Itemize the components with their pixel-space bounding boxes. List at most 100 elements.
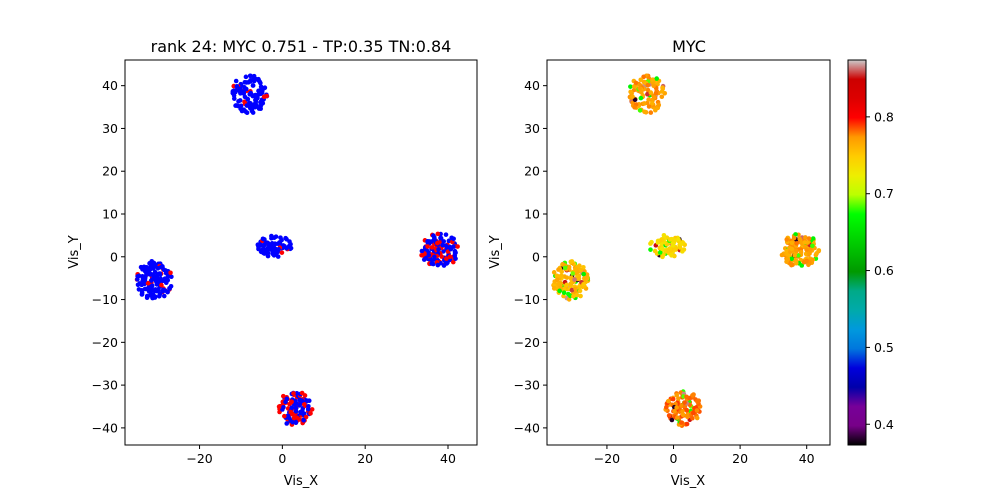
data-point — [568, 281, 574, 287]
data-point — [669, 253, 674, 258]
data-point — [631, 87, 637, 93]
data-point — [584, 272, 590, 277]
data-point — [632, 105, 637, 110]
data-point — [680, 412, 686, 418]
data-point — [810, 257, 815, 263]
data-point — [262, 237, 267, 242]
data-point — [799, 263, 805, 268]
data-point — [645, 92, 650, 97]
data-point — [808, 247, 813, 252]
data-point — [275, 254, 281, 259]
data-point — [648, 110, 654, 115]
data-point — [294, 391, 300, 396]
data-point — [238, 91, 243, 96]
data-point — [167, 286, 172, 291]
data-point — [149, 292, 154, 298]
data-point — [251, 73, 257, 79]
data-point — [144, 293, 150, 299]
data-point — [245, 97, 251, 102]
data-point — [677, 245, 683, 250]
data-point — [136, 273, 142, 279]
data-point — [650, 77, 655, 82]
y-axis-label: Vis_Y — [67, 235, 82, 268]
data-point — [268, 244, 273, 249]
data-point — [581, 271, 586, 277]
data-point — [271, 253, 277, 258]
data-point — [256, 106, 262, 111]
data-point — [441, 263, 447, 268]
colorbar-gradient — [848, 60, 866, 445]
data-point — [248, 79, 253, 84]
data-point — [159, 282, 164, 288]
y-tick-label: 0 — [110, 249, 118, 264]
data-point — [242, 99, 247, 105]
data-point — [793, 232, 798, 237]
data-point — [288, 409, 294, 415]
y-ticks: −40 −30 −20 −10 0 10 20 30 40 — [92, 78, 125, 435]
data-point — [797, 236, 802, 242]
data-point — [233, 89, 238, 95]
data-point — [253, 99, 259, 105]
data-point — [569, 287, 575, 293]
plot-frame — [124, 59, 478, 446]
data-point — [244, 110, 250, 115]
data-point — [681, 247, 687, 252]
data-point — [789, 246, 795, 252]
data-point — [674, 392, 680, 398]
data-point — [289, 405, 295, 410]
data-point — [293, 409, 299, 414]
data-point — [628, 89, 633, 95]
data-point — [659, 89, 665, 94]
x-tick-label: −20 — [594, 451, 620, 466]
data-point — [803, 235, 808, 240]
data-point — [684, 394, 689, 400]
data-point — [426, 252, 432, 258]
data-point — [441, 239, 447, 244]
data-point — [632, 97, 638, 103]
data-point — [660, 254, 665, 260]
data-point — [156, 286, 161, 292]
x-tick-label: −20 — [186, 451, 212, 466]
data-point — [577, 263, 582, 269]
data-point — [554, 277, 560, 283]
data-point — [660, 85, 665, 91]
data-point — [670, 242, 676, 248]
x-ticks: −20 0 20 40 — [594, 445, 815, 466]
x-tick-label: 40 — [799, 451, 815, 466]
data-point — [672, 237, 677, 243]
data-point — [637, 108, 643, 113]
data-point — [564, 282, 569, 288]
data-point — [657, 250, 663, 255]
data-point — [451, 244, 457, 249]
data-point — [673, 247, 678, 252]
data-point — [659, 246, 665, 252]
data-point — [558, 273, 564, 279]
data-point — [298, 409, 303, 415]
data-point — [557, 288, 562, 294]
data-point — [233, 103, 239, 108]
data-point — [293, 419, 299, 425]
data-point — [163, 270, 169, 276]
data-point — [262, 249, 268, 255]
data-point — [425, 244, 430, 249]
data-point — [242, 79, 248, 85]
data-point — [691, 410, 696, 416]
colorbar: 0.4 0.5 0.6 0.7 0.8 — [847, 59, 894, 446]
colorbar-tick-label: 0.8 — [874, 109, 894, 124]
data-point — [234, 84, 240, 89]
data-point — [694, 408, 700, 413]
data-point — [637, 86, 642, 91]
data-point — [431, 233, 436, 238]
data-point — [283, 399, 288, 405]
data-point — [562, 265, 568, 271]
data-point — [308, 411, 313, 416]
data-point — [429, 245, 435, 250]
data-point — [145, 280, 151, 286]
data-point — [291, 391, 296, 396]
data-point — [568, 275, 574, 281]
data-point — [256, 77, 261, 83]
data-point — [452, 250, 458, 256]
data-point — [573, 286, 578, 292]
data-point — [679, 420, 684, 425]
